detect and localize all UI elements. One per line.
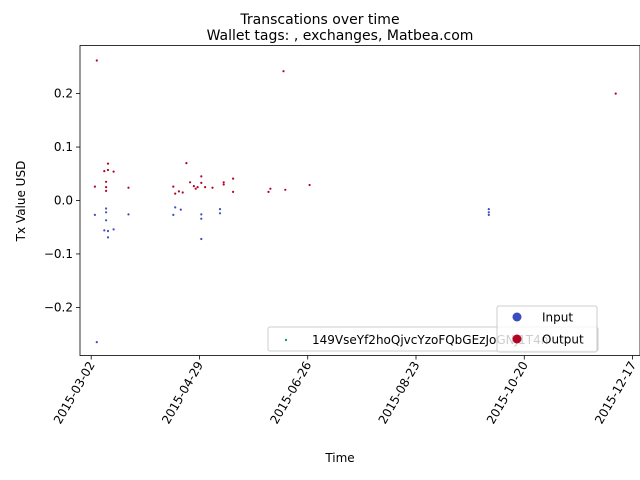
data-point-output xyxy=(105,186,108,189)
data-point-output xyxy=(189,181,192,184)
legend: Input Output xyxy=(496,305,598,353)
data-point-input xyxy=(103,229,106,232)
data-point-output xyxy=(174,192,177,195)
data-point-output xyxy=(93,185,96,188)
data-point-input xyxy=(112,228,115,231)
data-point-output xyxy=(185,162,188,165)
data-point-output xyxy=(177,190,180,193)
data-point-input xyxy=(200,217,203,220)
data-point-input xyxy=(218,208,222,211)
data-point-input xyxy=(218,212,222,215)
data-point-input xyxy=(200,213,203,216)
data-point-output xyxy=(112,170,115,173)
data-point-input xyxy=(106,229,110,233)
chart-title: Transcations over time xyxy=(239,12,399,28)
data-point-output xyxy=(269,187,272,190)
data-point-input xyxy=(200,237,203,241)
data-point-input xyxy=(93,213,96,216)
data-point-output xyxy=(614,92,617,95)
data-point-output xyxy=(222,181,225,184)
data-point-input xyxy=(106,236,110,239)
data-points xyxy=(93,59,617,344)
x-tick-label: 2015-04-29 xyxy=(159,359,206,426)
data-point-input xyxy=(179,208,182,211)
data-point-input xyxy=(105,207,108,210)
legend-label-input: Input xyxy=(542,311,573,325)
y-tick-label: 0.1 xyxy=(54,140,73,154)
data-point-input xyxy=(487,208,490,211)
data-point-input xyxy=(127,213,130,216)
x-tick-label: 2015-12-17 xyxy=(592,359,639,426)
legend-frame xyxy=(496,305,598,353)
data-point-output xyxy=(194,187,197,190)
data-point-output xyxy=(105,180,108,183)
data-point-output xyxy=(211,186,214,189)
data-point-output xyxy=(106,168,110,172)
data-point-input xyxy=(95,341,98,344)
y-tick-label: 0.0 xyxy=(54,194,73,208)
data-point-input xyxy=(105,211,108,214)
chart-subtitle: Wallet tags: , exchanges, Matbea.com xyxy=(207,28,474,44)
x-axis-label: Time xyxy=(324,451,354,465)
data-point-output xyxy=(103,170,106,173)
y-axis: −0.2 −0.1 0.0 0.1 0.2 xyxy=(44,87,80,314)
data-point-input xyxy=(487,211,490,214)
x-tick-label: 2015-06-26 xyxy=(267,359,314,426)
plot-frame xyxy=(79,45,640,356)
legend-marker-input xyxy=(512,312,522,322)
data-point-output xyxy=(127,186,130,189)
x-tick-label: 2015-03-02 xyxy=(51,359,98,426)
data-point-output xyxy=(232,190,235,193)
legend-label-output: Output xyxy=(542,333,584,347)
data-point-output xyxy=(308,183,311,187)
data-point-output xyxy=(105,189,108,192)
data-point-input xyxy=(105,219,108,222)
x-tick-label: 2015-10-20 xyxy=(484,359,531,426)
data-point-output xyxy=(95,59,98,62)
x-tick-label: 2015-08-23 xyxy=(376,359,423,426)
y-tick-label: 0.2 xyxy=(54,87,73,101)
data-point-output xyxy=(232,177,235,180)
annotation-marker xyxy=(284,338,288,342)
data-point-output xyxy=(196,186,199,189)
data-point-output xyxy=(200,181,203,184)
data-point-output xyxy=(181,191,184,194)
data-point-output xyxy=(172,185,175,188)
data-point-output xyxy=(222,183,225,186)
data-point-output xyxy=(192,185,195,188)
data-point-input xyxy=(487,213,490,216)
data-point-output xyxy=(200,175,203,178)
data-point-output xyxy=(282,70,285,73)
data-point-input xyxy=(172,213,175,216)
data-point-input xyxy=(174,206,177,209)
data-point-output xyxy=(284,188,287,191)
data-point-output xyxy=(204,186,207,189)
data-point-output xyxy=(267,190,270,193)
annotation-label: 149VseYf2hoQjvcYzoFQbGEzJoGNJ1T4n xyxy=(312,333,548,347)
x-axis: 2015-03-02 2015-04-29 2015-06-26 2015-08-23… xyxy=(51,355,639,426)
y-tick-label: −0.2 xyxy=(44,300,73,314)
y-axis-label: Tx Value USD xyxy=(14,161,28,243)
legend-marker-output xyxy=(512,334,522,344)
data-point-output xyxy=(106,162,110,165)
y-tick-label: −0.1 xyxy=(44,247,73,261)
